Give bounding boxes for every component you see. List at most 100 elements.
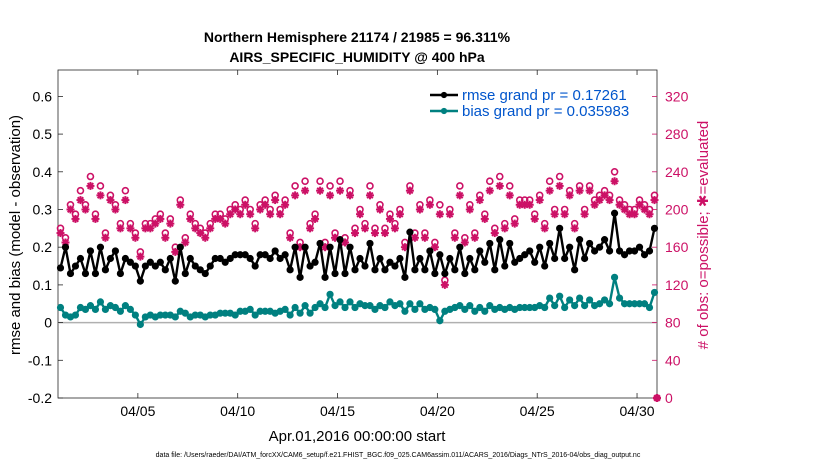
evaluated-obs-point xyxy=(450,233,459,242)
possible-obs-point xyxy=(366,182,374,190)
evaluated-obs-stroke xyxy=(611,177,619,185)
rmse-point xyxy=(496,236,504,244)
rmse-point xyxy=(531,258,539,266)
evaluated-obs-stroke xyxy=(621,205,629,214)
evaluated-obs-point xyxy=(550,210,559,219)
evaluated-obs-stroke xyxy=(116,224,124,232)
evaluated-obs-point xyxy=(615,200,624,209)
bias-point xyxy=(231,311,239,319)
evaluated-obs-point xyxy=(380,229,389,238)
rmse-point xyxy=(551,254,559,263)
possible-obs-point xyxy=(610,167,619,176)
bias-point xyxy=(251,311,259,319)
evaluated-obs-point xyxy=(575,186,584,195)
x-axis-label: Apr.01,2016 00:00:00 start xyxy=(269,428,447,445)
chart-title-line1: Northern Hemisphere 21174 / 21985 = 96.3… xyxy=(204,29,511,45)
bias-point xyxy=(71,311,80,319)
bias-point xyxy=(556,292,564,300)
evaluated-obs-point xyxy=(86,181,95,190)
evaluated-obs-stroke xyxy=(91,215,99,223)
rmse-point xyxy=(161,266,169,274)
bias-point xyxy=(551,302,559,310)
evaluated-obs-point xyxy=(336,186,345,195)
rmse-point xyxy=(526,247,534,255)
evaluated-obs-point xyxy=(635,200,644,209)
bias-point xyxy=(566,296,574,304)
rmse-point xyxy=(645,247,654,255)
rmse-point xyxy=(441,269,449,278)
bias-point xyxy=(351,303,359,312)
possible-obs-point xyxy=(96,182,105,190)
legend-label-rmse: rmse grand pr = 0.17261 xyxy=(462,87,627,104)
evaluated-obs-stroke xyxy=(566,191,574,199)
bias-point xyxy=(301,302,309,310)
rmse-point xyxy=(401,273,409,281)
evaluated-obs-point xyxy=(530,214,539,223)
evaluated-obs-point xyxy=(645,210,654,219)
evaluated-obs-point xyxy=(166,219,175,228)
evaluated-obs-stroke xyxy=(396,210,404,218)
rmse-point xyxy=(595,243,604,251)
evaluated-obs-stroke xyxy=(631,210,639,218)
evaluated-obs-stroke xyxy=(496,182,504,190)
evaluated-obs-point xyxy=(241,200,250,209)
legend-label-bias: bias grand pr = 0.035983 xyxy=(462,103,629,120)
rmse-point xyxy=(126,258,134,266)
bias-point xyxy=(316,300,324,308)
evaluated-obs-point xyxy=(251,224,260,233)
rmse-point xyxy=(486,239,494,248)
bias-point xyxy=(416,300,424,308)
rmse-point xyxy=(271,247,279,255)
rmse-point xyxy=(196,266,204,274)
evaluated-obs-stroke xyxy=(581,210,589,218)
evaluated-obs-stroke xyxy=(376,205,384,214)
bias-point xyxy=(600,296,609,304)
evaluated-obs-stroke xyxy=(421,234,429,242)
evaluated-obs-stroke xyxy=(476,196,484,204)
rmse-point xyxy=(446,254,454,263)
bias-point xyxy=(476,303,484,312)
evaluated-obs-stroke xyxy=(246,210,254,218)
evaluated-obs-point xyxy=(605,196,614,205)
rmse-point xyxy=(591,247,599,255)
evaluated-obs-point xyxy=(430,243,439,252)
evaluated-obs-point xyxy=(126,224,135,233)
evaluated-obs-point xyxy=(186,214,195,223)
evaluated-obs-point xyxy=(445,210,454,219)
evaluated-obs-stroke xyxy=(221,220,229,228)
evaluated-obs-point xyxy=(435,210,444,219)
x-tick-label: 04/25 xyxy=(520,403,555,419)
evaluated-obs-point xyxy=(111,205,120,214)
y-right-tick-label: 280 xyxy=(665,126,689,142)
evaluated-obs-stroke xyxy=(441,281,449,289)
bias-point xyxy=(56,303,65,312)
y-axis-right-label: # of obs: o=possible; ✱=evaluated xyxy=(695,121,712,350)
evaluated-obs-point xyxy=(71,214,80,223)
rmse-point xyxy=(386,258,394,266)
evaluated-obs-point xyxy=(201,233,210,242)
evaluated-obs-point xyxy=(630,210,639,219)
bias-point xyxy=(401,307,409,315)
evaluated-obs-stroke xyxy=(645,210,654,218)
rmse-point xyxy=(600,236,609,244)
evaluated-obs-point xyxy=(385,214,394,223)
rmse-point xyxy=(81,269,90,278)
rmse-point xyxy=(306,262,314,270)
y-left-tick-label: 0.5 xyxy=(33,126,53,142)
y-right-tick-label: 160 xyxy=(665,239,689,255)
bias-point xyxy=(581,302,589,310)
bias-point xyxy=(91,305,100,314)
evaluated-obs-point xyxy=(276,210,285,219)
evaluated-obs-stroke xyxy=(201,234,209,242)
evaluated-obs-stroke xyxy=(226,210,234,218)
x-tick-label: 04/30 xyxy=(620,403,655,419)
rmse-point xyxy=(506,239,514,248)
rmse-point xyxy=(141,262,149,270)
evaluated-obs-point xyxy=(131,233,140,242)
rmse-point xyxy=(91,269,100,278)
evaluated-obs-point xyxy=(146,224,155,233)
evaluated-obs-point xyxy=(590,200,599,209)
evaluated-obs-stroke xyxy=(86,182,94,190)
rmse-point xyxy=(396,254,404,263)
rmse-point xyxy=(56,264,65,272)
